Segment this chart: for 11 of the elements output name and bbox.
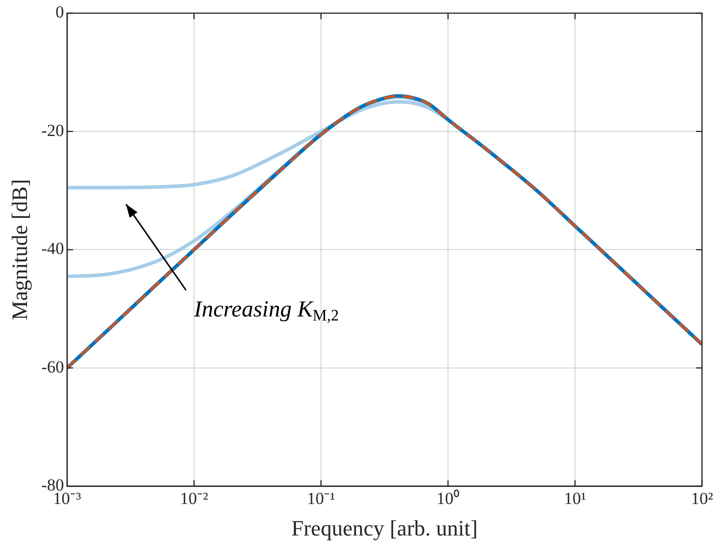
- y-tick-label: 0: [56, 2, 64, 22]
- y-tick-label: -20: [41, 120, 64, 140]
- x-tick-label: 10⁰: [436, 488, 460, 508]
- x-tick-label: 10¹: [564, 488, 586, 508]
- x-tick-label: 10²: [690, 488, 714, 508]
- y-tick-label: -60: [41, 357, 64, 376]
- x-tick-label: 10⁻²: [180, 488, 208, 508]
- y-axis-title: Magnitude [dB]: [6, 179, 32, 320]
- x-axis-title: Frequency [arb. unit]: [291, 516, 478, 541]
- x-tick-label: 10⁻¹: [306, 488, 336, 508]
- y-tick-label: -40: [41, 239, 64, 258]
